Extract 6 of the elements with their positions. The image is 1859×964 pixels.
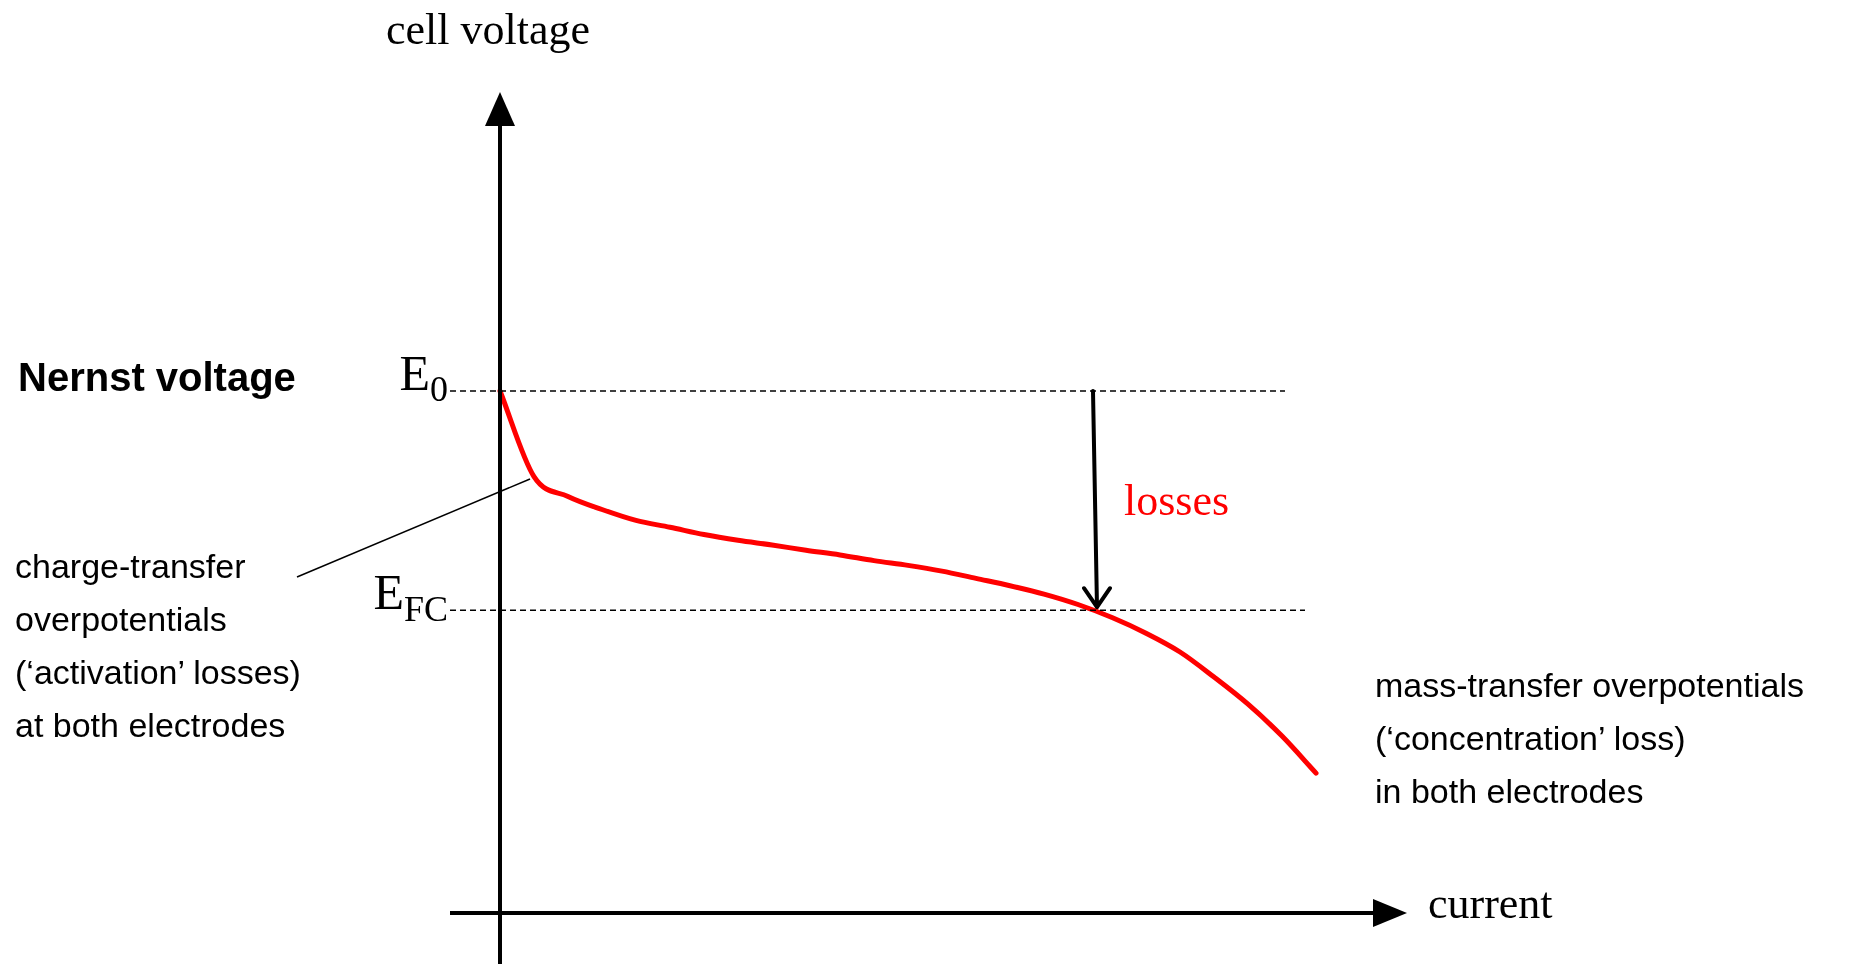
text: charge-transfer overpotentials (‘activation’ losses) at both electrodes xyxy=(15,547,301,745)
text: Nernst voltage xyxy=(18,355,296,400)
x-axis-title: current xyxy=(1428,878,1553,928)
text: mass-transfer overpotentials (‘concentration’ loss) in both electrodes xyxy=(1375,666,1804,811)
annotation: losses xyxy=(1124,475,1230,525)
text: cell voltage xyxy=(385,4,591,54)
